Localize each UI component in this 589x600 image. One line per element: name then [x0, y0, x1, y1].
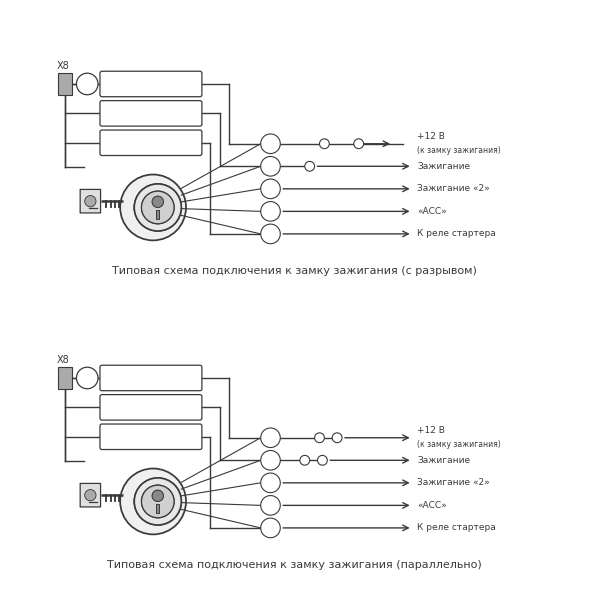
FancyBboxPatch shape [100, 101, 202, 126]
Circle shape [332, 433, 342, 443]
Circle shape [319, 139, 329, 149]
Circle shape [152, 490, 163, 502]
Bar [58, 367, 71, 389]
Text: Коричневый: Коричневый [115, 138, 187, 148]
Circle shape [141, 191, 174, 224]
Circle shape [300, 455, 310, 465]
Text: 2: 2 [267, 501, 273, 510]
Text: Зажигание: Зажигание [418, 456, 471, 465]
FancyBboxPatch shape [100, 365, 202, 391]
Text: 15: 15 [264, 456, 276, 465]
Circle shape [120, 175, 186, 241]
Text: «АСС»: «АСС» [418, 501, 447, 510]
Text: Типовая схема подключения к замку зажигания (с разрывом): Типовая схема подключения к замку зажига… [111, 266, 477, 276]
Text: Коричневый: Коричневый [115, 432, 187, 442]
Text: (к замку зажигания): (к замку зажигания) [418, 146, 501, 155]
Text: 5: 5 [84, 79, 90, 89]
Circle shape [315, 433, 325, 443]
Text: X8: X8 [57, 61, 69, 71]
Circle shape [261, 202, 280, 221]
Text: 50: 50 [264, 229, 276, 238]
Bar [156, 504, 160, 513]
Circle shape [261, 451, 280, 470]
Circle shape [152, 196, 163, 208]
Text: Зажигание «2»: Зажигание «2» [418, 184, 490, 193]
Text: 5: 5 [84, 373, 90, 383]
Text: Типовая схема подключения к замку зажигания (параллельно): Типовая схема подключения к замку зажига… [107, 560, 481, 570]
Text: 15/2: 15/2 [262, 478, 279, 487]
FancyBboxPatch shape [100, 71, 202, 97]
Circle shape [261, 157, 280, 176]
Circle shape [317, 455, 327, 465]
Text: Корич./Красн.: Корич./Красн. [110, 403, 192, 412]
Text: X8: X8 [57, 355, 69, 365]
Bar [156, 210, 160, 219]
Text: Зажигание «2»: Зажигание «2» [418, 478, 490, 487]
Circle shape [120, 469, 186, 535]
Text: «АСС»: «АСС» [418, 207, 447, 216]
Circle shape [152, 490, 163, 502]
Circle shape [77, 73, 98, 95]
Text: Желтый: Желтый [127, 373, 175, 383]
Bar [156, 504, 160, 513]
Circle shape [141, 191, 174, 224]
Text: 2: 2 [267, 207, 273, 216]
Text: 30: 30 [264, 139, 276, 148]
FancyBboxPatch shape [80, 484, 101, 507]
Circle shape [77, 367, 98, 389]
Text: 15: 15 [264, 162, 276, 171]
Text: Корич./Красн.: Корич./Красн. [110, 109, 192, 118]
Circle shape [261, 496, 280, 515]
Circle shape [261, 224, 280, 244]
Circle shape [152, 196, 163, 208]
Circle shape [261, 518, 280, 538]
FancyBboxPatch shape [100, 395, 202, 420]
FancyBboxPatch shape [100, 424, 202, 449]
Text: +12 В: +12 В [418, 426, 445, 435]
Bar [156, 210, 160, 219]
Circle shape [85, 196, 96, 207]
Circle shape [141, 485, 174, 518]
Circle shape [134, 184, 181, 231]
Bar [58, 73, 71, 95]
Circle shape [261, 179, 280, 199]
Text: 15/2: 15/2 [262, 184, 279, 193]
Circle shape [134, 478, 181, 525]
Circle shape [261, 428, 280, 448]
Text: +12 В: +12 В [418, 132, 445, 141]
Text: Желтый: Желтый [127, 79, 175, 89]
Text: (к замку зажигания): (к замку зажигания) [418, 440, 501, 449]
FancyBboxPatch shape [80, 190, 101, 213]
Circle shape [134, 184, 181, 231]
Circle shape [141, 485, 174, 518]
Circle shape [85, 490, 96, 501]
Circle shape [134, 478, 181, 525]
Text: К реле стартера: К реле стартера [418, 229, 497, 238]
Text: К реле стартера: К реле стартера [418, 523, 497, 532]
FancyBboxPatch shape [100, 130, 202, 155]
Text: Зажигание: Зажигание [418, 162, 471, 171]
Text: 30: 30 [264, 433, 276, 442]
Circle shape [261, 134, 280, 154]
Circle shape [261, 473, 280, 493]
Circle shape [305, 161, 315, 171]
Text: 50: 50 [264, 523, 276, 532]
Circle shape [354, 139, 363, 149]
